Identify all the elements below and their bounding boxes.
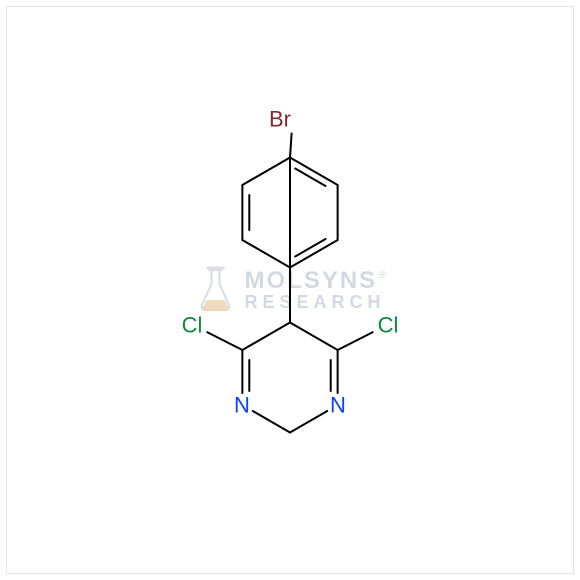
atom-chlorine-right: Cl <box>378 313 399 339</box>
chemical-structure: Br N N Cl Cl <box>140 88 440 493</box>
atom-nitrogen-right: N <box>330 393 346 419</box>
atom-bromine: Br <box>269 107 291 133</box>
atom-chlorine-left: Cl <box>182 313 203 339</box>
atom-nitrogen-left: N <box>234 393 250 419</box>
structure-svg <box>140 88 440 488</box>
